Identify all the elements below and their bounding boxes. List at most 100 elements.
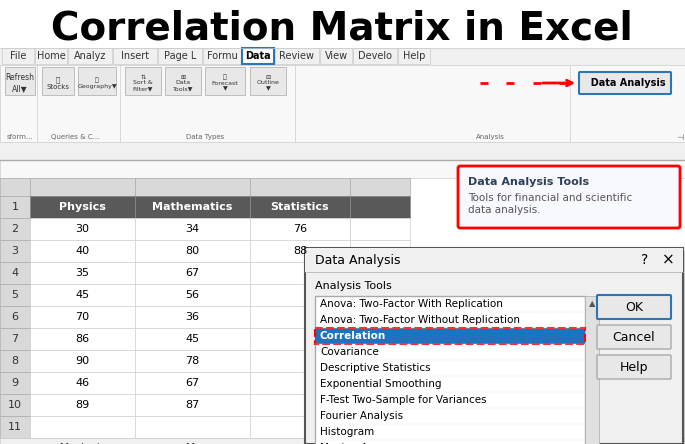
FancyBboxPatch shape bbox=[597, 355, 671, 379]
Bar bbox=[68, 48, 112, 64]
Text: ⊟
Outline
▼: ⊟ Outline ▼ bbox=[257, 75, 279, 91]
Text: Marks in: Marks in bbox=[59, 443, 106, 444]
Text: Data: Data bbox=[245, 51, 271, 61]
Bar bbox=[350, 328, 410, 350]
Bar bbox=[315, 328, 585, 344]
Text: Correlation: Correlation bbox=[320, 331, 386, 341]
Bar bbox=[0, 394, 30, 416]
Bar bbox=[0, 65, 685, 142]
Bar bbox=[30, 416, 135, 438]
Text: Queries & C...: Queries & C... bbox=[51, 134, 99, 140]
Text: Fourier Analysis: Fourier Analysis bbox=[320, 411, 403, 421]
Text: Analysis Tools: Analysis Tools bbox=[315, 281, 392, 291]
Bar bbox=[35, 48, 67, 64]
Bar bbox=[350, 416, 410, 438]
Text: OK: OK bbox=[625, 301, 643, 313]
Bar bbox=[0, 416, 30, 438]
Text: ⊣: ⊣ bbox=[676, 132, 684, 142]
Text: 🗺
Geography▼: 🗺 Geography▼ bbox=[77, 77, 117, 89]
Text: Analysis: Analysis bbox=[475, 134, 504, 140]
Text: Tools for financial and scientific
data analysis.: Tools for financial and scientific data … bbox=[468, 193, 632, 215]
Bar bbox=[250, 178, 350, 196]
Bar bbox=[250, 372, 350, 394]
Bar bbox=[30, 306, 135, 328]
Text: Develo: Develo bbox=[358, 51, 392, 61]
Text: Data Analysis: Data Analysis bbox=[315, 254, 401, 266]
Text: Analyz: Analyz bbox=[74, 51, 106, 61]
Bar bbox=[30, 350, 135, 372]
Text: Ma: Ma bbox=[184, 443, 201, 444]
Bar bbox=[135, 306, 250, 328]
Bar bbox=[250, 328, 350, 350]
Bar bbox=[135, 262, 250, 284]
Bar bbox=[135, 178, 250, 196]
Text: 7: 7 bbox=[12, 334, 18, 344]
Bar bbox=[305, 248, 683, 272]
Bar bbox=[30, 196, 135, 218]
Bar bbox=[308, 251, 685, 444]
Text: Covariance: Covariance bbox=[320, 347, 379, 357]
Bar bbox=[350, 196, 410, 218]
Text: Home: Home bbox=[36, 51, 65, 61]
Bar bbox=[250, 218, 350, 240]
Text: Exponential Smoothing: Exponential Smoothing bbox=[320, 379, 442, 389]
Text: 9: 9 bbox=[12, 378, 18, 388]
Text: Histogram: Histogram bbox=[320, 427, 374, 437]
Text: 45: 45 bbox=[75, 290, 90, 300]
Bar bbox=[350, 240, 410, 262]
Bar bbox=[250, 196, 350, 218]
Text: File: File bbox=[10, 51, 26, 61]
Bar bbox=[0, 262, 30, 284]
Text: Physics: Physics bbox=[59, 202, 106, 212]
Text: 35: 35 bbox=[75, 268, 90, 278]
Text: ?: ? bbox=[641, 253, 649, 267]
Bar bbox=[135, 350, 250, 372]
Text: Correlation Matrix in Excel: Correlation Matrix in Excel bbox=[51, 9, 633, 47]
Bar bbox=[250, 306, 350, 328]
Text: Page L: Page L bbox=[164, 51, 196, 61]
Text: 46: 46 bbox=[75, 378, 90, 388]
Bar bbox=[205, 67, 245, 95]
Text: Data Analysis Tools: Data Analysis Tools bbox=[468, 177, 589, 187]
Bar bbox=[30, 262, 135, 284]
Text: sform...: sform... bbox=[7, 134, 34, 140]
Bar bbox=[0, 372, 30, 394]
Bar bbox=[350, 178, 410, 196]
Text: 87: 87 bbox=[186, 400, 199, 410]
Bar bbox=[30, 372, 135, 394]
Bar bbox=[125, 67, 161, 95]
Bar bbox=[250, 416, 350, 438]
Bar bbox=[165, 67, 201, 95]
Bar bbox=[350, 306, 410, 328]
Text: Insert: Insert bbox=[121, 51, 149, 61]
Text: 11: 11 bbox=[8, 422, 22, 432]
Text: ⊞
Data
Tools▼: ⊞ Data Tools▼ bbox=[173, 75, 193, 91]
FancyBboxPatch shape bbox=[597, 295, 671, 319]
FancyBboxPatch shape bbox=[597, 325, 671, 349]
Text: View: View bbox=[325, 51, 347, 61]
Bar bbox=[30, 240, 135, 262]
Text: Data Types: Data Types bbox=[186, 134, 224, 140]
Text: 6: 6 bbox=[12, 312, 18, 322]
Bar bbox=[315, 296, 585, 444]
Text: Help: Help bbox=[403, 51, 425, 61]
Bar bbox=[0, 328, 30, 350]
Bar bbox=[0, 160, 685, 178]
Text: ×: × bbox=[662, 253, 674, 267]
Bar bbox=[320, 48, 352, 64]
Text: 34: 34 bbox=[186, 224, 199, 234]
Bar bbox=[2, 48, 34, 64]
Bar bbox=[0, 178, 30, 196]
Bar bbox=[135, 372, 250, 394]
Text: Review: Review bbox=[279, 51, 314, 61]
Bar bbox=[113, 48, 157, 64]
Text: Anova: Two-Factor Without Replication: Anova: Two-Factor Without Replication bbox=[320, 315, 520, 325]
Bar bbox=[0, 438, 685, 444]
Bar bbox=[585, 296, 599, 444]
Text: 90: 90 bbox=[75, 356, 90, 366]
Bar bbox=[30, 284, 135, 306]
Text: 4: 4 bbox=[12, 268, 18, 278]
Bar bbox=[350, 350, 410, 372]
Bar bbox=[42, 67, 74, 95]
Bar bbox=[0, 196, 30, 218]
